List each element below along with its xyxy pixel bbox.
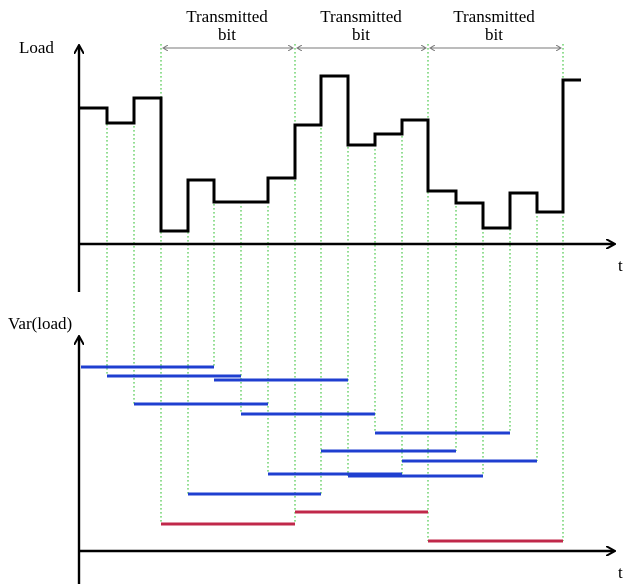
load-x-label: t	[618, 256, 623, 275]
variance-x-label: t	[618, 563, 623, 582]
bit-variance-bars	[161, 510, 563, 543]
guide-lines	[106, 44, 564, 541]
bit-3-label-line1: Transmitted	[453, 7, 535, 26]
bit-2-label-line2: bit	[352, 25, 370, 44]
window-variance-bars	[81, 365, 537, 496]
bit-2-label-line1: Transmitted	[320, 7, 402, 26]
load-chart: Load t	[19, 38, 623, 292]
load-signal	[79, 74, 581, 233]
bit-1-label-line1: Transmitted	[186, 7, 268, 26]
variance-y-label: Var(load)	[8, 314, 72, 333]
variance-chart: Var(load) t	[8, 314, 623, 584]
bit-3-label-line2: bit	[485, 25, 503, 44]
bit-1-label-line2: bit	[218, 25, 236, 44]
bit-labels: Transmitted bit Transmitted bit Transmit…	[186, 7, 535, 44]
load-y-label: Load	[19, 38, 54, 57]
